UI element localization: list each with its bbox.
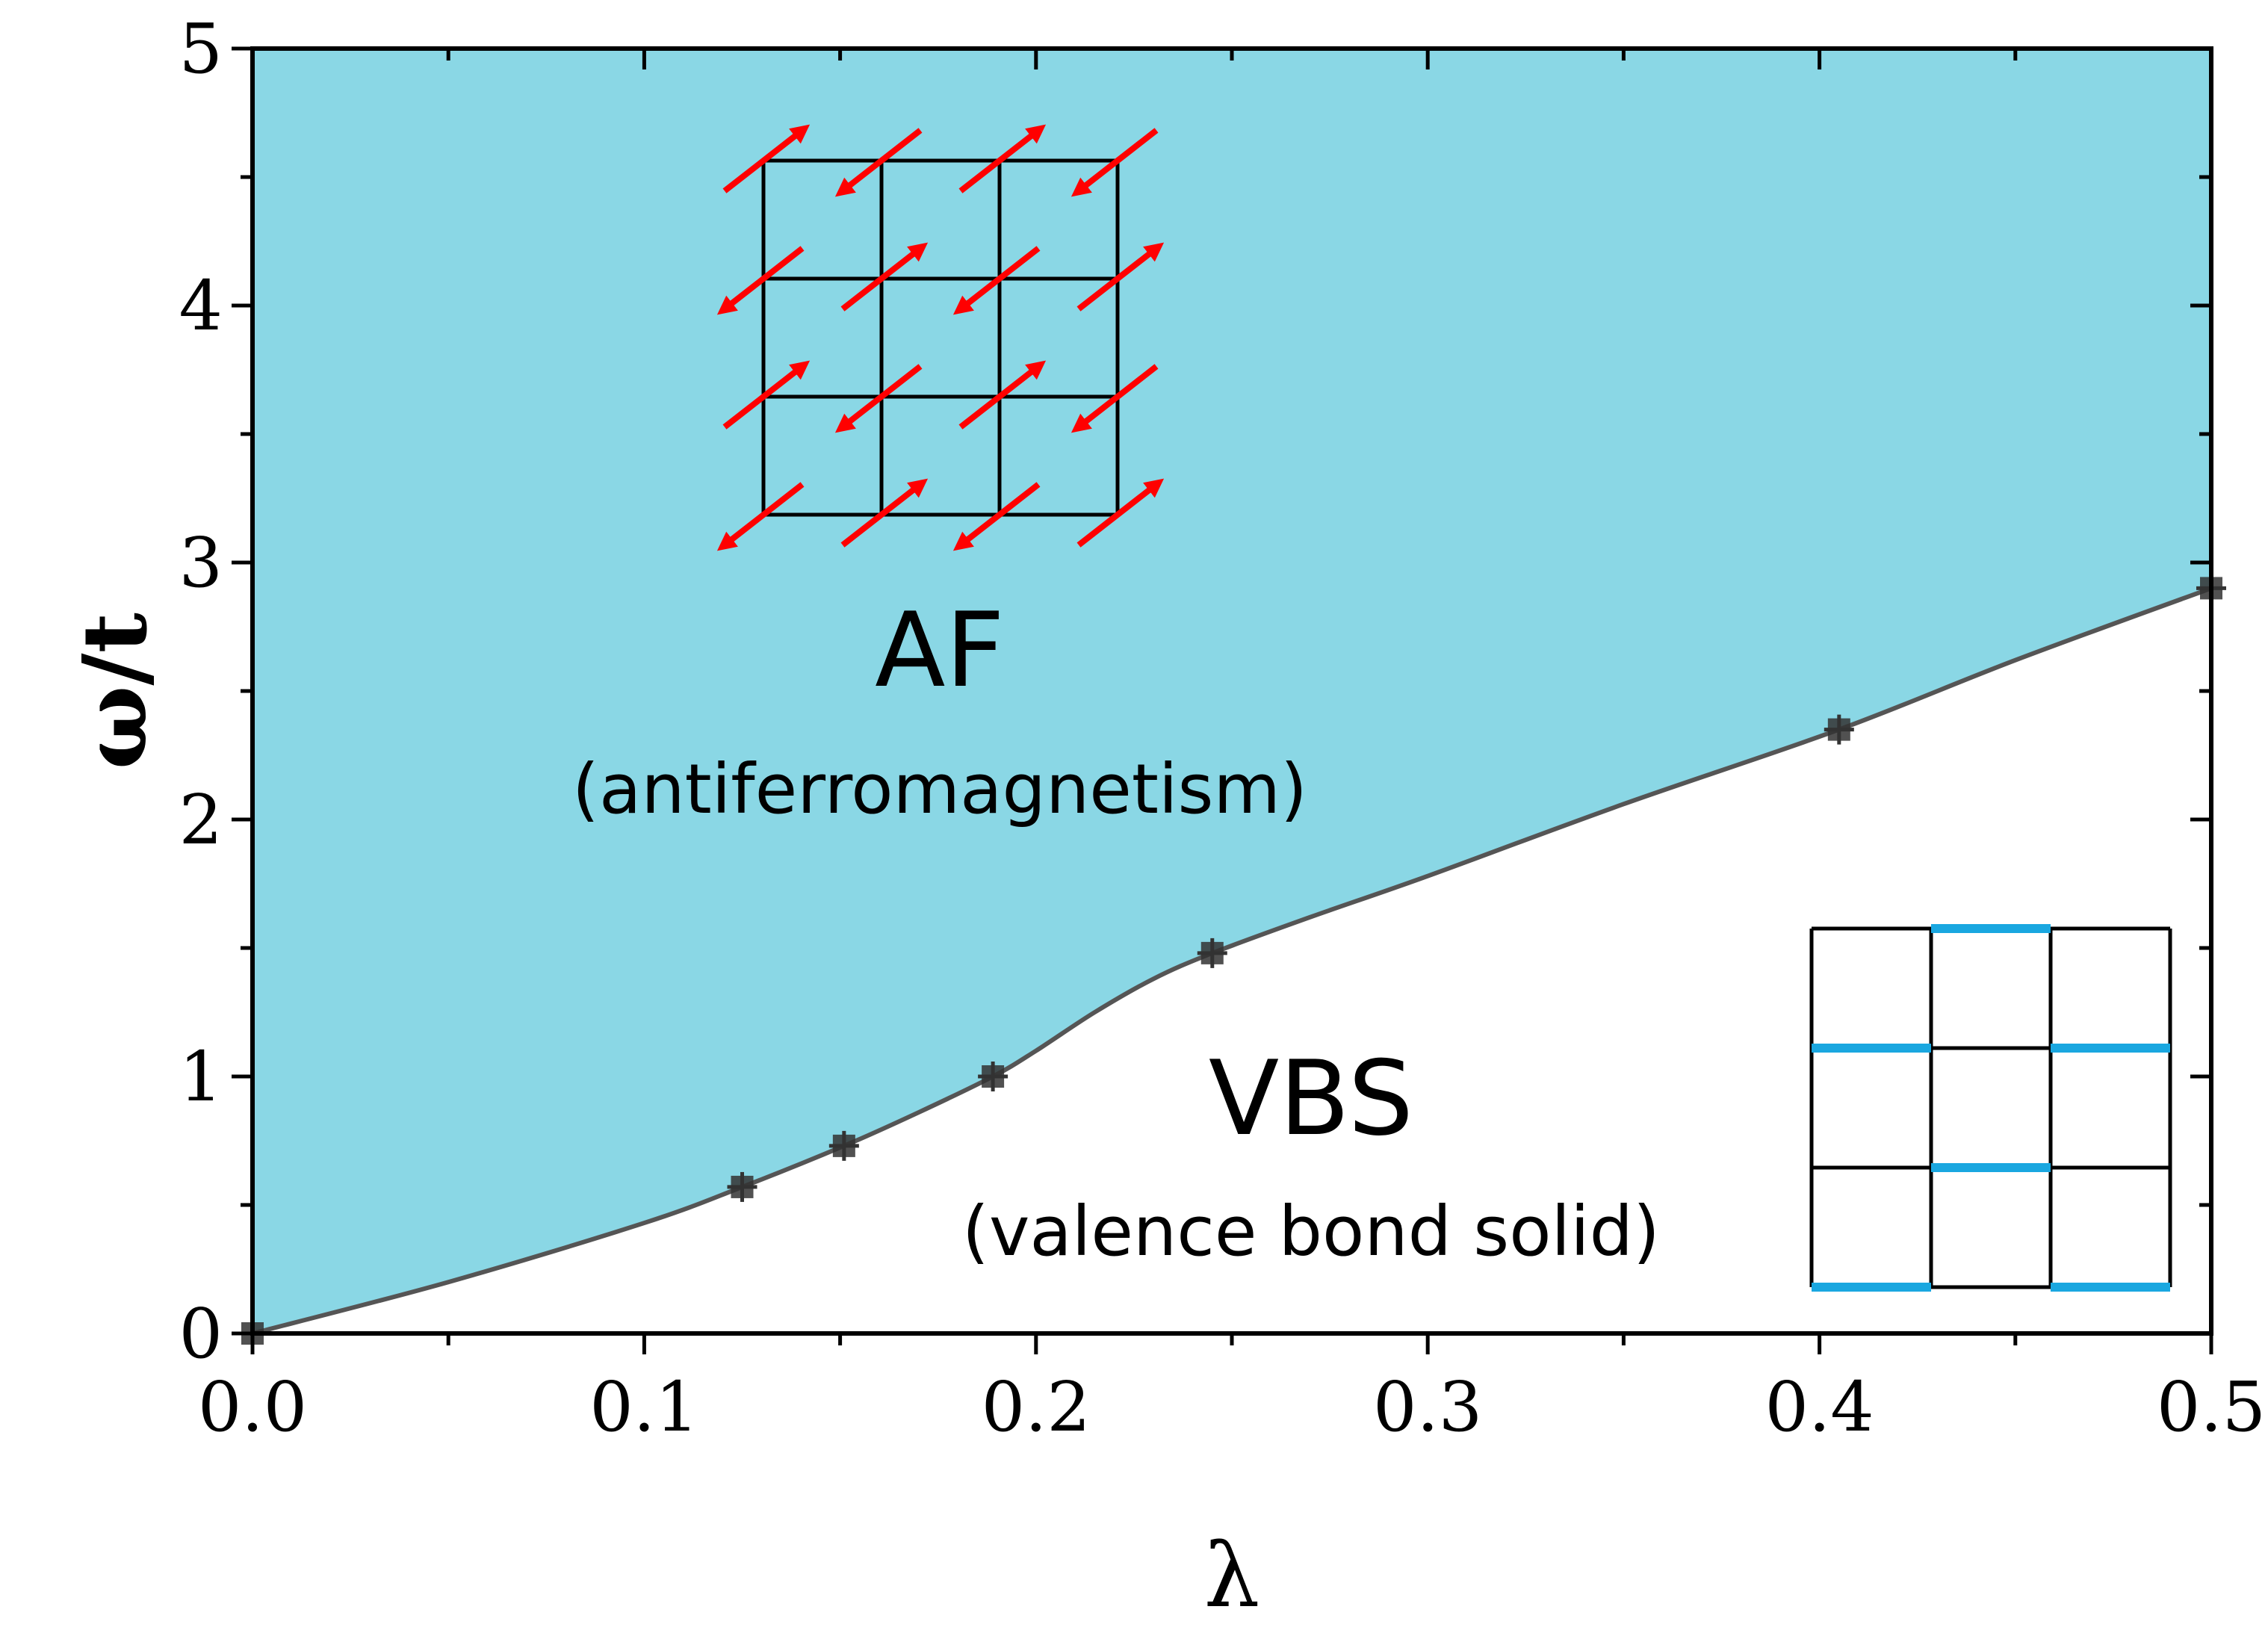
spin-up-arrow	[840, 478, 929, 548]
y-tick-label: 5	[179, 9, 223, 89]
data-point	[1824, 714, 1854, 745]
af-sublabel: (antiferromagnetism)	[572, 749, 1307, 829]
spin-down-arrow	[716, 246, 805, 315]
af-region-fill	[252, 49, 2211, 1333]
x-tick-label: 0.1	[589, 1367, 698, 1447]
vbs-sublabel: (valence bond solid)	[962, 1192, 1660, 1271]
y-tick-label: 3	[179, 523, 223, 603]
x-tick-label: 0.2	[982, 1367, 1091, 1447]
x-tick-label: 0.0	[198, 1367, 307, 1447]
x-tick-label: 0.3	[1373, 1367, 1482, 1447]
spin-up-arrow	[840, 242, 929, 312]
spin-down-arrow	[834, 364, 923, 433]
y-axis-title: ω/t	[63, 613, 167, 769]
af-label: AF	[875, 590, 1005, 710]
point-marker	[1827, 718, 1850, 741]
spin-up-arrow	[1076, 242, 1165, 312]
y-tick-label: 2	[179, 780, 223, 860]
spin-up-arrow	[1076, 478, 1165, 548]
x-tick-label: 0.5	[2157, 1367, 2266, 1447]
spin-down-arrow	[952, 246, 1041, 315]
spin-down-arrow	[716, 482, 805, 551]
point-marker	[1200, 941, 1224, 964]
spin-up-arrow	[958, 360, 1047, 430]
point-marker	[832, 1134, 855, 1157]
spin-up-arrow	[958, 124, 1047, 193]
x-axis-title: λ	[1204, 1524, 1260, 1627]
data-point	[978, 1062, 1008, 1091]
phase-boundary-curve	[252, 586, 2213, 1336]
vbs-label: VBS	[1209, 1038, 1413, 1159]
data-point	[828, 1130, 859, 1161]
vbs-lattice-inset	[1809, 924, 2172, 1292]
af-lattice-inset	[716, 124, 1165, 551]
plot-area: 0.0 0.1 0.2 0.3 0.4 0.5 0 1 2 3 4 5 λ ω/t AF (antiferro…	[63, 9, 2266, 1627]
data-point	[727, 1171, 757, 1202]
point-marker	[982, 1065, 1005, 1088]
x-tick-label: 0.4	[1764, 1367, 1874, 1447]
y-tick-label: 4	[179, 266, 223, 346]
point-marker	[731, 1175, 754, 1198]
spin-up-arrow	[722, 124, 811, 193]
spin-up-arrow	[722, 360, 811, 430]
spin-down-arrow	[1071, 128, 1159, 197]
y-tick-label: 0	[179, 1294, 223, 1374]
spin-down-arrow	[834, 128, 923, 197]
y-tick-label: 1	[179, 1037, 223, 1117]
data-point	[1197, 938, 1227, 968]
spin-down-arrow	[1071, 364, 1159, 433]
spin-down-arrow	[952, 482, 1041, 551]
